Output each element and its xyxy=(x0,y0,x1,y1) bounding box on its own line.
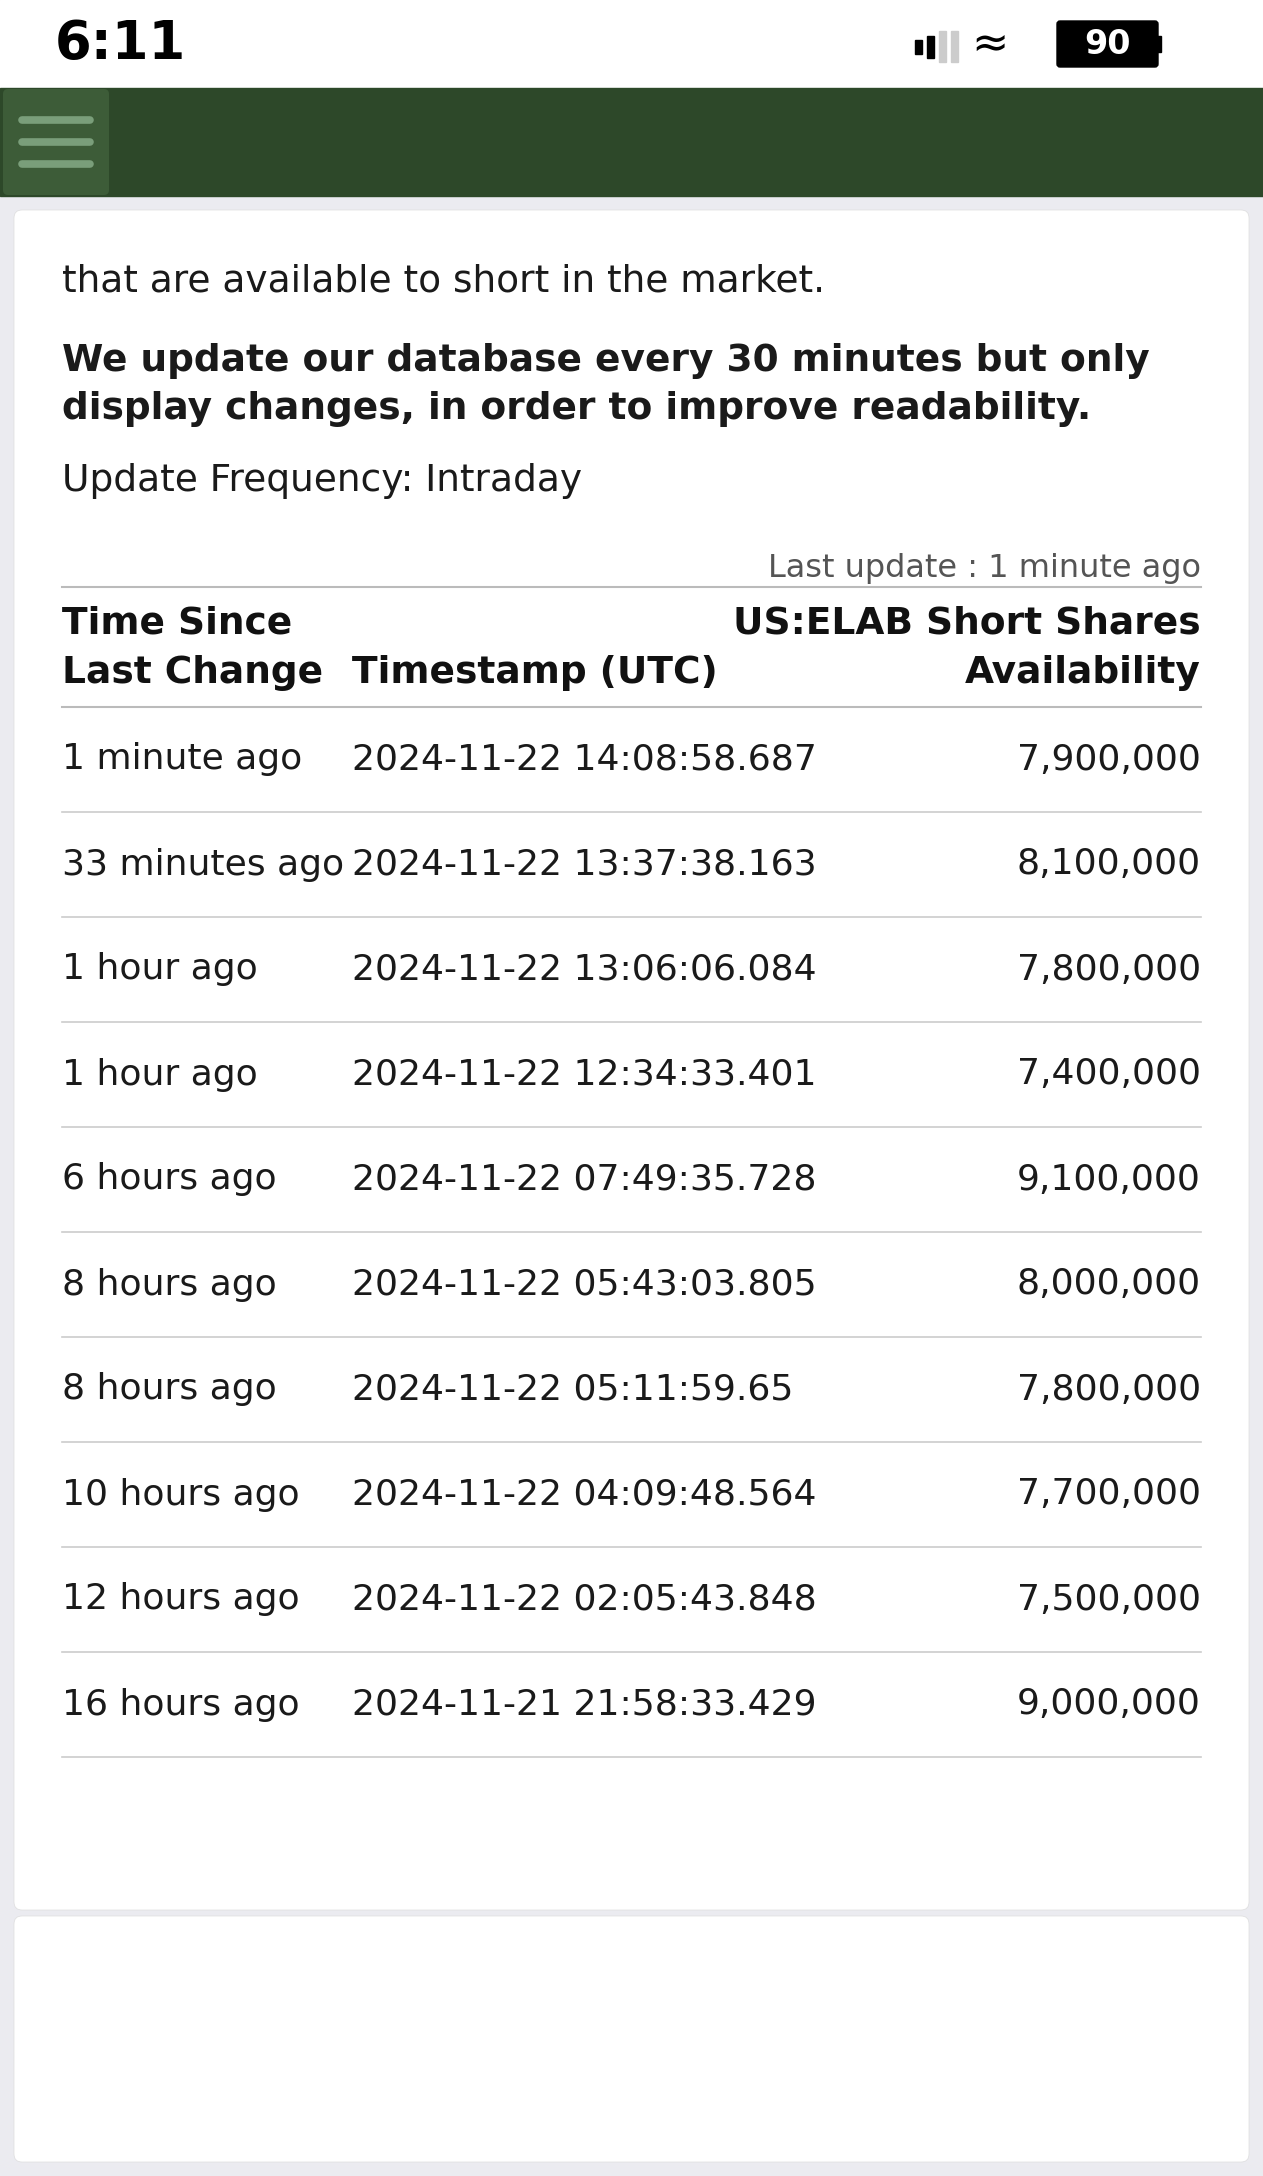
Text: Last update : 1 minute ago: Last update : 1 minute ago xyxy=(768,553,1201,583)
Text: 90: 90 xyxy=(1084,28,1130,61)
FancyBboxPatch shape xyxy=(3,89,109,196)
Bar xyxy=(927,37,935,59)
Text: 2024-11-22 04:09:48.564: 2024-11-22 04:09:48.564 xyxy=(352,1478,816,1512)
Text: 2024-11-21 21:58:33.429: 2024-11-21 21:58:33.429 xyxy=(352,1689,816,1721)
Text: ≈: ≈ xyxy=(971,22,1009,65)
Text: 6:11: 6:11 xyxy=(54,17,186,70)
Text: 8 hours ago: 8 hours ago xyxy=(62,1373,277,1406)
Text: 1 minute ago: 1 minute ago xyxy=(62,742,302,777)
Text: display changes, in order to improve readability.: display changes, in order to improve rea… xyxy=(62,392,1091,426)
Text: Timestamp (UTC): Timestamp (UTC) xyxy=(352,655,717,692)
Text: 1 hour ago: 1 hour ago xyxy=(62,1058,258,1092)
Text: We update our database every 30 minutes but only: We update our database every 30 minutes … xyxy=(62,344,1149,379)
Text: 2024-11-22 13:37:38.163: 2024-11-22 13:37:38.163 xyxy=(352,846,817,881)
Text: 10 hours ago: 10 hours ago xyxy=(62,1478,299,1512)
Text: 1 hour ago: 1 hour ago xyxy=(62,953,258,986)
Text: 7,500,000: 7,500,000 xyxy=(1017,1582,1201,1617)
Bar xyxy=(914,39,922,54)
Text: 9,100,000: 9,100,000 xyxy=(1017,1162,1201,1197)
Text: 8,000,000: 8,000,000 xyxy=(1017,1266,1201,1301)
Text: 33 minutes ago: 33 minutes ago xyxy=(62,846,344,881)
FancyBboxPatch shape xyxy=(14,211,1249,1911)
Text: 2024-11-22 12:34:33.401: 2024-11-22 12:34:33.401 xyxy=(352,1058,816,1092)
Text: US:ELAB Short Shares: US:ELAB Short Shares xyxy=(734,605,1201,642)
Text: 7,700,000: 7,700,000 xyxy=(1017,1478,1201,1512)
Text: 9,000,000: 9,000,000 xyxy=(1017,1689,1201,1721)
Text: 7,400,000: 7,400,000 xyxy=(1017,1058,1201,1092)
Text: 2024-11-22 05:11:59.65: 2024-11-22 05:11:59.65 xyxy=(352,1373,793,1406)
Text: 6 hours ago: 6 hours ago xyxy=(62,1162,277,1197)
Bar xyxy=(0,87,1263,196)
Text: 2024-11-22 14:08:58.687: 2024-11-22 14:08:58.687 xyxy=(352,742,817,777)
Text: 16 hours ago: 16 hours ago xyxy=(62,1689,299,1721)
FancyBboxPatch shape xyxy=(1057,22,1158,67)
Bar xyxy=(0,0,1263,87)
Text: 2024-11-22 05:43:03.805: 2024-11-22 05:43:03.805 xyxy=(352,1266,817,1301)
Text: 12 hours ago: 12 hours ago xyxy=(62,1582,299,1617)
Text: 7,800,000: 7,800,000 xyxy=(1017,953,1201,986)
Text: Availability: Availability xyxy=(965,655,1201,692)
Text: 2024-11-22 07:49:35.728: 2024-11-22 07:49:35.728 xyxy=(352,1162,816,1197)
FancyBboxPatch shape xyxy=(14,1917,1249,2163)
Bar xyxy=(951,30,959,61)
Text: Last Change: Last Change xyxy=(62,655,323,692)
Text: 7,900,000: 7,900,000 xyxy=(1017,742,1201,777)
Text: 2024-11-22 02:05:43.848: 2024-11-22 02:05:43.848 xyxy=(352,1582,817,1617)
Text: 8 hours ago: 8 hours ago xyxy=(62,1266,277,1301)
Bar xyxy=(1154,37,1161,52)
Text: Time Since: Time Since xyxy=(62,605,292,642)
Text: Update Frequency: Intraday: Update Frequency: Intraday xyxy=(62,463,582,498)
Bar xyxy=(938,30,946,61)
Text: that are available to short in the market.: that are available to short in the marke… xyxy=(62,263,825,298)
Text: 8,100,000: 8,100,000 xyxy=(1017,846,1201,881)
Text: 7,800,000: 7,800,000 xyxy=(1017,1373,1201,1406)
Text: 2024-11-22 13:06:06.084: 2024-11-22 13:06:06.084 xyxy=(352,953,817,986)
